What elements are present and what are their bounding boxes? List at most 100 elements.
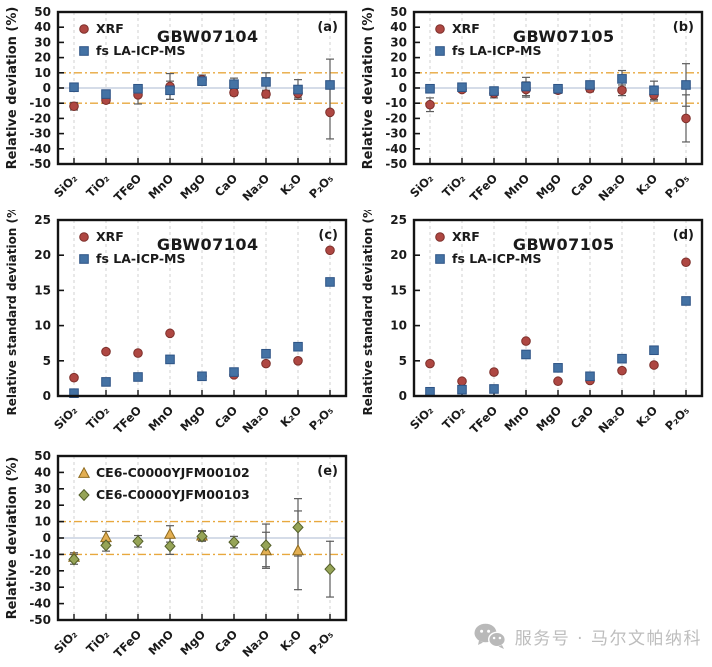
- svg-text:0: 0: [399, 389, 407, 403]
- panel-tag: (e): [317, 464, 338, 479]
- fs LA-ICP-MS-point: [617, 74, 627, 84]
- XRF-point: [261, 358, 271, 369]
- panel-tag: (d): [673, 228, 694, 243]
- fs LA-ICP-MS-point: [521, 81, 531, 92]
- x-tick-3: TFeO: [111, 403, 144, 436]
- plot-box: [56, 454, 348, 622]
- x-tick-4: MnO: [145, 171, 176, 202]
- XRF-point: [325, 245, 335, 256]
- legend: XRF fs LA-ICP-MS: [79, 21, 185, 58]
- x-tick-1: SiO₂: [51, 403, 80, 432]
- x-tick-9: P₂O₅: [662, 171, 692, 201]
- chart-d: 0 5 10 15 20 25 Relative standard deviation (%…: [361, 210, 704, 436]
- series-fs LA-ICP-MS: [69, 277, 335, 398]
- svg-text:10: 10: [34, 319, 51, 333]
- svg-text:-20: -20: [29, 111, 51, 125]
- fs LA-ICP-MS-point: [293, 341, 303, 352]
- XRF-point: [165, 328, 175, 339]
- plot-box: [412, 10, 704, 166]
- x-tick-7: Na₂O: [239, 403, 272, 436]
- panel-b-relative-deviation-gbw07105: -50 -40 -30 -20 -10 0 10 20 30 40 50 Relative devia…: [356, 4, 712, 210]
- y-axis: 0 5 10 15 20 25: [390, 213, 420, 403]
- x-tick-9: P₂O₅: [662, 403, 692, 433]
- fs LA-ICP-MS-point: [261, 348, 271, 359]
- fs LA-ICP-MS-point: [261, 77, 271, 87]
- x-tick-7: Na₂O: [595, 171, 628, 204]
- svg-text:-50: -50: [29, 157, 51, 171]
- chart-c: 0 5 10 15 20 25 Relative standard deviation (%…: [5, 210, 348, 436]
- svg-text:40: 40: [34, 465, 51, 479]
- svg-text:5: 5: [43, 354, 51, 368]
- fs LA-ICP-MS-point: [681, 80, 691, 90]
- fs LA-ICP-MS-point: [649, 85, 659, 96]
- fs LA-ICP-MS-point: [457, 384, 467, 395]
- x-tick-3: TFeO: [467, 171, 500, 204]
- svg-text:15: 15: [390, 283, 407, 297]
- svg-text:-40: -40: [29, 142, 51, 156]
- svg-text:-30: -30: [29, 127, 51, 141]
- panel-title: GBW07104: [157, 235, 259, 254]
- y-axis: 0 5 10 15 20 25: [34, 213, 64, 403]
- x-tick-6: CaO: [568, 403, 596, 431]
- XRF-point: [553, 376, 563, 387]
- x-tick-9: P₂O₅: [306, 627, 336, 657]
- legend: CE6-C0000YJFM00102 CE6-C0000YJFM00103: [77, 465, 250, 502]
- wechat-icon: [474, 623, 506, 649]
- x-tick-1: SiO₂: [51, 171, 80, 200]
- series-fs LA-ICP-MS: [425, 74, 691, 96]
- panel-tag: (a): [317, 20, 338, 35]
- svg-text:30: 30: [390, 35, 407, 49]
- x-tick-8: K₂O: [277, 403, 304, 430]
- svg-text:25: 25: [390, 213, 407, 227]
- x-tick-5: MgO: [177, 403, 208, 434]
- svg-text:0: 0: [43, 389, 51, 403]
- svg-text:0: 0: [399, 81, 407, 95]
- legend-marker-circle: [435, 232, 445, 242]
- x-tick-4: MnO: [501, 171, 532, 202]
- x-tick-1: SiO₂: [51, 627, 80, 656]
- legend-label: XRF: [452, 229, 480, 244]
- CE6-C0000YJFM00103-point: [132, 535, 144, 548]
- panel-title: GBW07105: [513, 235, 615, 254]
- fs LA-ICP-MS-point: [101, 377, 111, 387]
- XRF-point: [521, 336, 531, 346]
- svg-text:10: 10: [34, 66, 51, 80]
- svg-text:0: 0: [43, 531, 51, 545]
- CE6-C0000YJFM00103-point: [260, 539, 272, 552]
- x-tick-5: MgO: [177, 171, 208, 202]
- fs LA-ICP-MS-point: [617, 353, 627, 364]
- XRF-point: [101, 346, 111, 357]
- x-tick-9: P₂O₅: [306, 171, 336, 201]
- wechat-footer: 服务号 · 马尔文帕纳科: [473, 622, 702, 650]
- CE6-C0000YJFM00103-point: [68, 553, 80, 566]
- svg-text:50: 50: [34, 449, 51, 463]
- x-tick-3: TFeO: [111, 627, 144, 660]
- footer-area: 服务号 · 马尔文帕纳科: [356, 448, 712, 666]
- fs LA-ICP-MS-point: [489, 384, 499, 394]
- svg-text:50: 50: [390, 5, 407, 19]
- legend-label: fs LA-ICP-MS: [96, 251, 185, 266]
- series-fs LA-ICP-MS: [425, 296, 691, 397]
- y-axis-label: Relative deviation (%): [5, 7, 20, 170]
- svg-text:40: 40: [390, 20, 407, 34]
- x-tick-7: Na₂O: [239, 171, 272, 204]
- x-tick-6: CaO: [212, 627, 240, 655]
- fs LA-ICP-MS-point: [489, 86, 499, 96]
- fs LA-ICP-MS-point: [165, 85, 175, 96]
- legend-marker-square: [79, 46, 89, 56]
- fs LA-ICP-MS-point: [69, 82, 79, 93]
- CE6-C0000YJFM00102-point: [291, 544, 305, 556]
- x-tick-4: MnO: [501, 403, 532, 434]
- svg-text:-20: -20: [29, 564, 51, 578]
- x-tick-6: CaO: [212, 403, 240, 431]
- fs LA-ICP-MS-point: [325, 277, 335, 287]
- fs LA-ICP-MS-point: [133, 83, 143, 94]
- svg-text:-50: -50: [385, 157, 407, 171]
- x-tick-4: MnO: [145, 403, 176, 434]
- fs LA-ICP-MS-point: [229, 79, 239, 90]
- svg-text:-30: -30: [29, 580, 51, 594]
- svg-text:20: 20: [34, 51, 51, 65]
- x-tick-3: TFeO: [111, 171, 144, 204]
